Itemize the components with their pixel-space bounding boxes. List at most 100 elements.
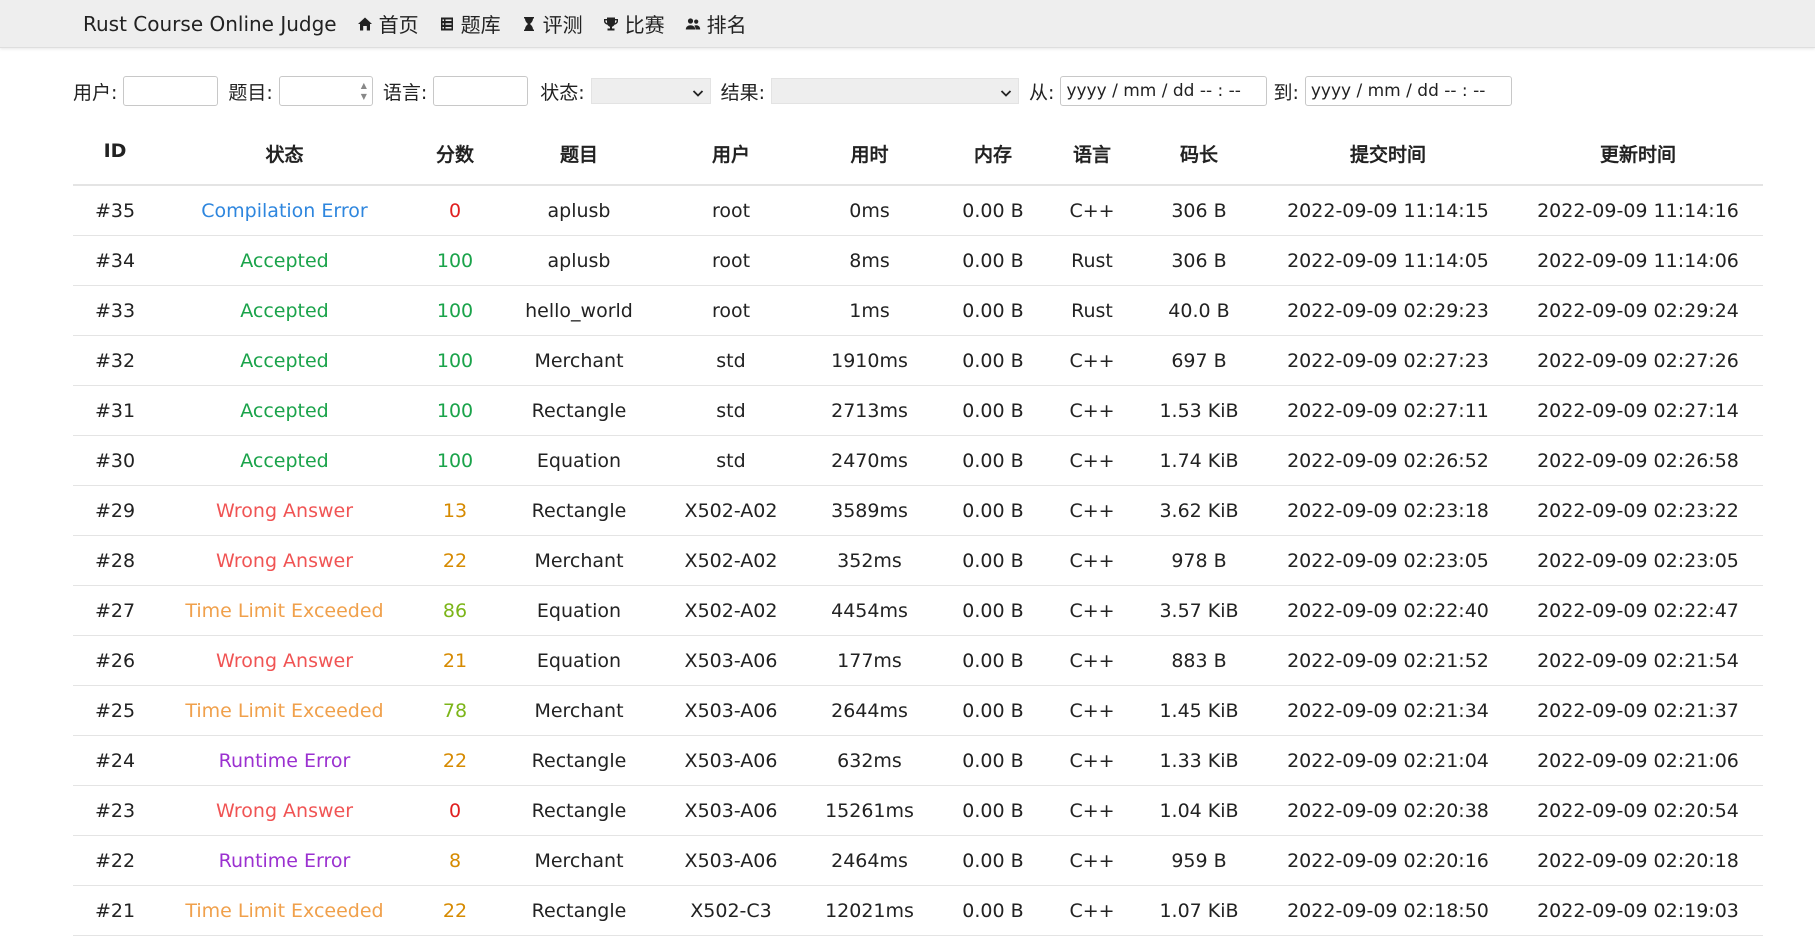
- cell-id[interactable]: #30: [73, 435, 157, 486]
- cell-user: X502-A02: [660, 485, 802, 536]
- table-row: #26 Wrong Answer 21 Equation X503-A06 177ms 0.…: [73, 635, 1763, 686]
- cell-user: X503-A06: [660, 835, 802, 886]
- cell-time: 1ms: [802, 285, 937, 336]
- cell-problem[interactable]: aplusb: [498, 185, 660, 236]
- cell-code-length: 1.04 KiB: [1135, 785, 1263, 836]
- cell-memory: 0.00 B: [937, 485, 1049, 536]
- cell-submit-time: 2022-09-09 11:14:15: [1263, 185, 1513, 236]
- state-filter-select[interactable]: [590, 78, 711, 104]
- table-row: #23 Wrong Answer 0 Rectangle X503-A06 15261ms…: [73, 785, 1763, 836]
- nav-submissions-label: 评测: [542, 13, 583, 37]
- nav-ranking[interactable]: 排名: [685, 9, 747, 38]
- cell-problem[interactable]: Merchant: [498, 685, 660, 736]
- cell-memory: 0.00 B: [937, 785, 1049, 836]
- user-filter-input[interactable]: [123, 76, 219, 106]
- table-row: #22 Runtime Error 8 Merchant X503-A06 2464ms 0…: [73, 835, 1763, 886]
- header-memory: 内存: [937, 140, 1049, 186]
- table-row: #29 Wrong Answer 13 Rectangle X502-A02 3589ms…: [73, 485, 1763, 536]
- cell-update-time: 2022-09-09 02:29:24: [1513, 285, 1763, 336]
- cell-code-length: 1.07 KiB: [1135, 885, 1263, 936]
- stepper-arrows[interactable]: ▲ ▼: [359, 81, 369, 101]
- cell-time: 3589ms: [802, 485, 937, 536]
- brand-link[interactable]: Rust Course Online Judge: [83, 11, 337, 36]
- cell-score: 21: [412, 635, 498, 686]
- cell-id[interactable]: #21: [73, 885, 157, 936]
- cell-problem[interactable]: Rectangle: [498, 735, 660, 786]
- cell-problem[interactable]: Rectangle: [498, 785, 660, 836]
- cell-code-length: 1.33 KiB: [1135, 735, 1263, 786]
- cell-problem[interactable]: Equation: [498, 585, 660, 636]
- cell-status: Accepted: [157, 335, 412, 386]
- cell-id[interactable]: #23: [73, 785, 157, 836]
- cell-memory: 0.00 B: [937, 235, 1049, 286]
- cell-status: Wrong Answer: [157, 635, 412, 686]
- cell-update-time: 2022-09-09 11:14:16: [1513, 185, 1763, 236]
- nav-contests[interactable]: 比赛: [603, 9, 665, 38]
- cell-score: 8: [412, 835, 498, 886]
- cell-id[interactable]: #29: [73, 485, 157, 536]
- cell-problem[interactable]: Equation: [498, 635, 660, 686]
- cell-update-time: 2022-09-09 02:20:18: [1513, 835, 1763, 886]
- table-row: #27 Time Limit Exceeded 86 Equation X502-A02…: [73, 585, 1763, 636]
- cell-problem[interactable]: Rectangle: [498, 385, 660, 436]
- problem-filter-input[interactable]: [278, 76, 373, 106]
- cell-id[interactable]: #28: [73, 535, 157, 586]
- cell-id[interactable]: #33: [73, 285, 157, 336]
- nav-problems[interactable]: 题库: [439, 9, 501, 38]
- header-submit-time: 提交时间: [1263, 140, 1513, 186]
- cell-score: 0: [412, 785, 498, 836]
- cell-id[interactable]: #24: [73, 735, 157, 786]
- cell-problem[interactable]: Merchant: [498, 335, 660, 386]
- cell-id[interactable]: #25: [73, 685, 157, 736]
- cell-id[interactable]: #27: [73, 585, 157, 636]
- cell-language: C++: [1049, 485, 1135, 536]
- cell-problem[interactable]: Rectangle: [498, 485, 660, 536]
- cell-problem[interactable]: Merchant: [498, 835, 660, 886]
- chevron-down-icon[interactable]: ▼: [360, 92, 367, 101]
- chevron-up-icon[interactable]: ▲: [360, 81, 367, 90]
- table-body: #35 Compilation Error 0 aplusb root 0ms 0.00 B…: [73, 185, 1763, 936]
- cell-user: X503-A06: [660, 735, 802, 786]
- users-icon: [685, 16, 701, 32]
- language-filter-input[interactable]: [433, 76, 529, 106]
- cell-id[interactable]: #22: [73, 835, 157, 886]
- header-user: 用户: [660, 140, 802, 186]
- to-datetime-input[interactable]: yyyy / mm / dd -- : --: [1304, 76, 1512, 106]
- cell-id[interactable]: #31: [73, 385, 157, 436]
- cell-user: std: [660, 385, 802, 436]
- cell-code-length: 697 B: [1135, 335, 1263, 386]
- header-score: 分数: [412, 140, 498, 186]
- cell-problem[interactable]: Merchant: [498, 535, 660, 586]
- cell-code-length: 306 B: [1135, 185, 1263, 236]
- cell-status: Time Limit Exceeded: [157, 685, 412, 736]
- cell-update-time: 2022-09-09 02:21:54: [1513, 635, 1763, 686]
- from-datetime-input[interactable]: yyyy / mm / dd -- : --: [1060, 76, 1268, 106]
- table-row: #31 Accepted 100 Rectangle std 2713ms 0.00 B C+…: [73, 385, 1763, 436]
- cell-language: C++: [1049, 735, 1135, 786]
- cell-submit-time: 2022-09-09 02:22:40: [1263, 585, 1513, 636]
- cell-score: 100: [412, 335, 498, 386]
- cell-submit-time: 2022-09-09 02:27:23: [1263, 335, 1513, 386]
- cell-id[interactable]: #32: [73, 335, 157, 386]
- cell-code-length: 959 B: [1135, 835, 1263, 886]
- problem-filter-stepper[interactable]: ▲ ▼: [278, 76, 373, 106]
- cell-id[interactable]: #35: [73, 185, 157, 236]
- nav-submissions[interactable]: 评测: [521, 9, 583, 38]
- from-filter-label: 从:: [1029, 81, 1055, 104]
- cell-problem[interactable]: hello_world: [498, 285, 660, 336]
- header-code-length: 码长: [1135, 140, 1263, 186]
- result-filter-select[interactable]: [771, 78, 1020, 104]
- cell-time: 2644ms: [802, 685, 937, 736]
- cell-id[interactable]: #34: [73, 235, 157, 286]
- cell-problem[interactable]: aplusb: [498, 235, 660, 286]
- cell-submit-time: 2022-09-09 02:21:52: [1263, 635, 1513, 686]
- cell-update-time: 2022-09-09 02:22:47: [1513, 585, 1763, 636]
- header-update-time: 更新时间: [1513, 140, 1763, 186]
- cell-submit-time: 2022-09-09 02:21:04: [1263, 735, 1513, 786]
- nav-home[interactable]: 首页: [357, 9, 419, 38]
- cell-update-time: 2022-09-09 11:14:06: [1513, 235, 1763, 286]
- cell-language: C++: [1049, 185, 1135, 236]
- cell-problem[interactable]: Equation: [498, 435, 660, 486]
- cell-id[interactable]: #26: [73, 635, 157, 686]
- cell-problem[interactable]: Rectangle: [498, 885, 660, 936]
